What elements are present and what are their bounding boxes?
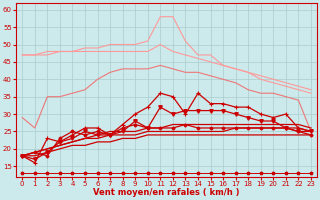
X-axis label: Vent moyen/en rafales ( km/h ): Vent moyen/en rafales ( km/h ) bbox=[93, 188, 240, 197]
